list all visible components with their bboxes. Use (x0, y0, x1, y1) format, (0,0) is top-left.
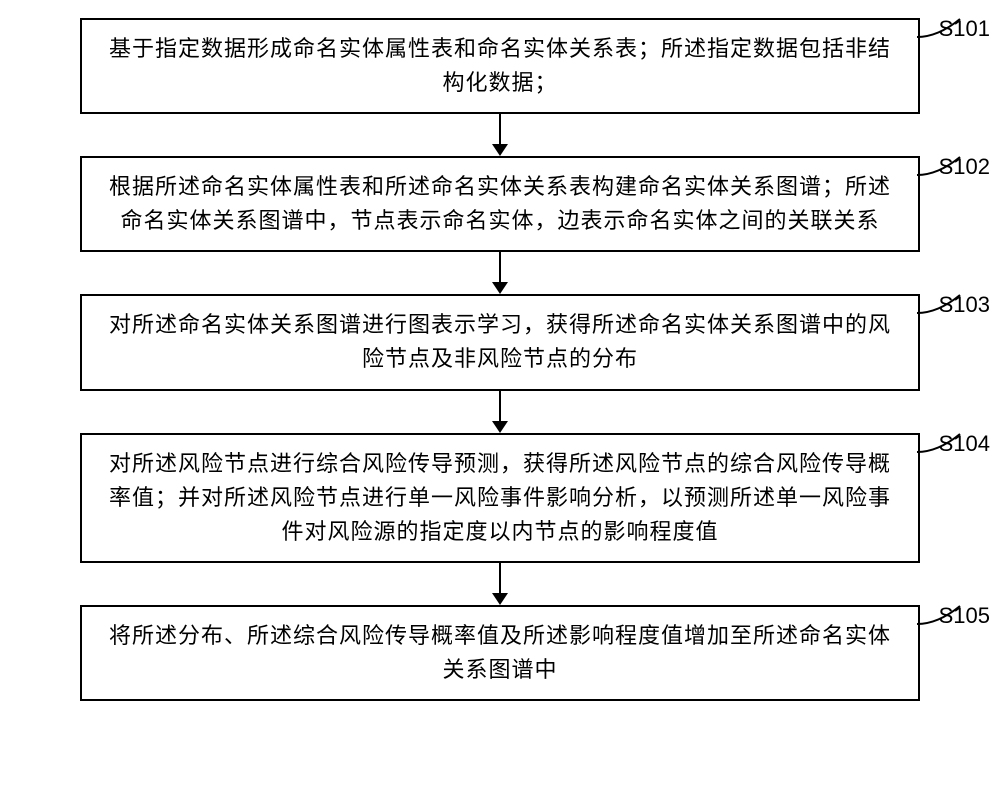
flow-arrow (492, 114, 508, 156)
flowchart-container: 基于指定数据形成命名实体属性表和命名实体关系表；所述指定数据包括非结构化数据； … (40, 18, 960, 701)
step-text: 根据所述命名实体属性表和所述命名实体关系表构建命名实体关系图谱；所述命名实体关系… (109, 174, 891, 233)
step-label: S103 (939, 292, 990, 318)
flow-step: 基于指定数据形成命名实体属性表和命名实体关系表；所述指定数据包括非结构化数据； … (40, 18, 960, 114)
flow-step: 根据所述命名实体属性表和所述命名实体关系表构建命名实体关系图谱；所述命名实体关系… (40, 156, 960, 252)
step-text: 基于指定数据形成命名实体属性表和命名实体关系表；所述指定数据包括非结构化数据； (109, 36, 891, 95)
step-label: S104 (939, 431, 990, 457)
step-box-s105: 将所述分布、所述综合风险传导概率值及所述影响程度值增加至所述命名实体关系图谱中 (80, 605, 920, 701)
step-text: 将所述分布、所述综合风险传导概率值及所述影响程度值增加至所述命名实体关系图谱中 (109, 623, 891, 682)
flow-step: 对所述命名实体关系图谱进行图表示学习，获得所述命名实体关系图谱中的风险节点及非风… (40, 294, 960, 390)
step-label: S102 (939, 154, 990, 180)
flow-step: 将所述分布、所述综合风险传导概率值及所述影响程度值增加至所述命名实体关系图谱中 … (40, 605, 960, 701)
flow-arrow (492, 252, 508, 294)
step-text: 对所述风险节点进行综合风险传导预测，获得所述风险节点的综合风险传导概率值；并对所… (109, 451, 891, 544)
flow-arrow (492, 391, 508, 433)
flow-arrow (492, 563, 508, 605)
step-box-s102: 根据所述命名实体属性表和所述命名实体关系表构建命名实体关系图谱；所述命名实体关系… (80, 156, 920, 252)
step-box-s101: 基于指定数据形成命名实体属性表和命名实体关系表；所述指定数据包括非结构化数据； (80, 18, 920, 114)
step-text: 对所述命名实体关系图谱进行图表示学习，获得所述命名实体关系图谱中的风险节点及非风… (109, 312, 891, 371)
step-box-s103: 对所述命名实体关系图谱进行图表示学习，获得所述命名实体关系图谱中的风险节点及非风… (80, 294, 920, 390)
step-label: S105 (939, 603, 990, 629)
flow-step: 对所述风险节点进行综合风险传导预测，获得所述风险节点的综合风险传导概率值；并对所… (40, 433, 960, 563)
step-label: S101 (939, 16, 990, 42)
step-box-s104: 对所述风险节点进行综合风险传导预测，获得所述风险节点的综合风险传导概率值；并对所… (80, 433, 920, 563)
